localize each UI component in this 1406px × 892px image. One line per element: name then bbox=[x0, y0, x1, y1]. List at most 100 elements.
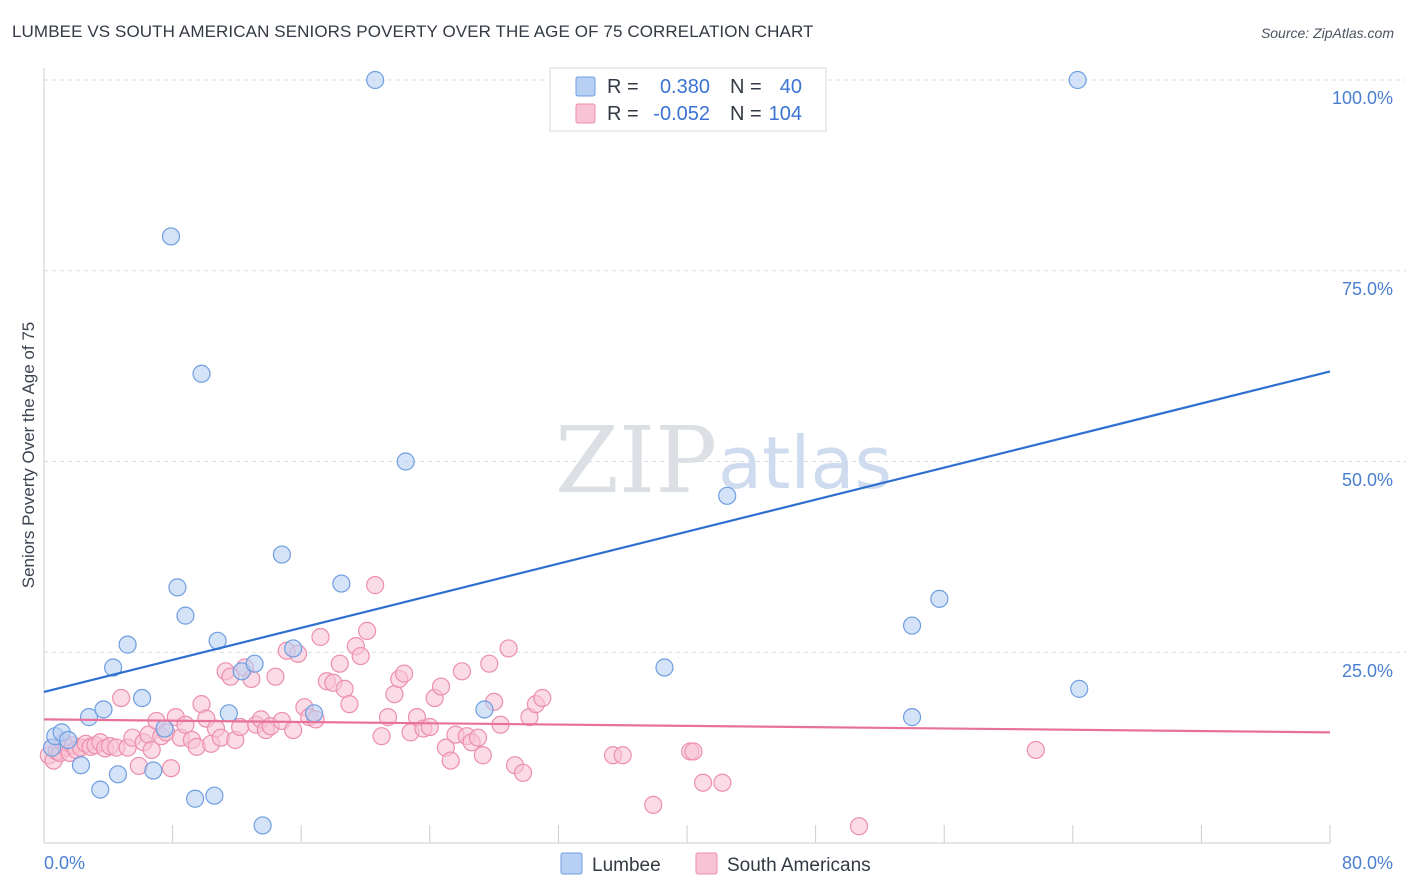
lumbee-point-39 bbox=[1070, 679, 1089, 698]
y-axis-label: Seniors Poverty Over the Age of 75 bbox=[19, 322, 38, 588]
south-americans-point-67 bbox=[372, 727, 391, 746]
lumbee-point-25 bbox=[272, 545, 292, 564]
lumbee-point-3 bbox=[59, 730, 78, 750]
lumbee-point-4 bbox=[71, 756, 91, 775]
lumbee-point-19 bbox=[205, 786, 224, 805]
south-americans-point-81 bbox=[452, 662, 472, 681]
south-americans-point-100 bbox=[693, 773, 713, 792]
south-americans-point-65 bbox=[358, 621, 377, 640]
legend-n-label-lumbee: N = bbox=[730, 76, 762, 98]
lumbee-point-23 bbox=[245, 654, 264, 673]
legend-n-value-south: 104 bbox=[769, 103, 802, 125]
south-americans-point-66 bbox=[366, 576, 385, 595]
south-americans-point-68 bbox=[378, 708, 398, 727]
lumbee-point-36 bbox=[902, 708, 922, 727]
lumbee-point-38 bbox=[1068, 70, 1087, 90]
lumbee-point-13 bbox=[155, 719, 174, 738]
watermark: ZIP atlas bbox=[555, 407, 892, 514]
legend-swatch-lumbee bbox=[575, 76, 596, 97]
lumbee-point-9 bbox=[108, 765, 128, 784]
y-tick-label-50: 50.0% bbox=[1342, 470, 1393, 490]
bottom-legend: Lumbee South Americans bbox=[560, 852, 871, 876]
south-americans-point-18 bbox=[112, 688, 131, 708]
south-americans-point-86 bbox=[480, 654, 499, 673]
trend-line-south-americans bbox=[43, 718, 1331, 734]
south-americans-point-28 bbox=[161, 759, 181, 778]
lumbee-point-17 bbox=[186, 789, 205, 808]
trend-line-lumbee bbox=[43, 370, 1331, 693]
x-tick-label-min: 0.0% bbox=[44, 853, 85, 873]
bottom-legend-swatch-south-americans bbox=[695, 852, 718, 875]
south-americans-point-49 bbox=[266, 667, 285, 686]
legend: R = 0.380 N = 40 R = -0.052 N = 104 bbox=[549, 67, 827, 132]
south-americans-point-79 bbox=[441, 751, 460, 770]
lumbee-point-35 bbox=[902, 616, 922, 635]
x-tick-label-max: 80.0% bbox=[1342, 853, 1393, 873]
south-americans-point-103 bbox=[1026, 740, 1045, 760]
south-americans-point-84 bbox=[468, 728, 488, 747]
south-americans-point-99 bbox=[684, 742, 703, 761]
south-americans-point-61 bbox=[335, 679, 354, 698]
lumbee-point-14 bbox=[161, 227, 181, 246]
legend-r-value-lumbee: 0.380 bbox=[660, 76, 710, 98]
south-americans-point-89 bbox=[499, 639, 518, 658]
lumbee-point-15 bbox=[168, 578, 187, 597]
chart-title: LUMBEE VS SOUTH AMERICAN SENIORS POVERTY… bbox=[12, 22, 814, 41]
lumbee-point-6 bbox=[91, 780, 110, 799]
lumbee-point-29 bbox=[366, 70, 385, 90]
legend-n-label-south: N = bbox=[730, 103, 762, 125]
south-americans-point-101 bbox=[713, 773, 732, 792]
lumbee-point-37 bbox=[930, 589, 949, 608]
trend-lines bbox=[43, 370, 1331, 734]
y-tick-label-75: 75.0% bbox=[1342, 279, 1393, 299]
south-americans-point-97 bbox=[644, 795, 663, 814]
south-americans-point-77 bbox=[431, 677, 451, 696]
lumbee-point-7 bbox=[94, 700, 113, 719]
lumbee-point-5 bbox=[79, 708, 99, 727]
south-americans-point-96 bbox=[613, 746, 632, 765]
south-americans-point-60 bbox=[330, 654, 349, 673]
legend-swatch-south-americans bbox=[575, 103, 596, 124]
lumbee-point-26 bbox=[284, 639, 303, 658]
lumbee-point-21 bbox=[219, 704, 238, 723]
bottom-legend-label-lumbee: Lumbee bbox=[592, 855, 661, 876]
lumbee-point-34 bbox=[718, 486, 737, 505]
bottom-legend-label-south-americans: South Americans bbox=[727, 855, 871, 876]
lumbee-point-31 bbox=[475, 700, 494, 719]
x-axis-ticks bbox=[172, 825, 1331, 843]
lumbee-point-24 bbox=[253, 816, 272, 835]
chart-source: Source: ZipAtlas.com bbox=[1260, 25, 1394, 41]
watermark-atlas: atlas bbox=[718, 421, 892, 505]
lumbee-point-18 bbox=[192, 364, 211, 383]
lumbee-point-11 bbox=[132, 688, 152, 708]
gridlines bbox=[44, 79, 1406, 653]
south-americans-point-71 bbox=[394, 664, 414, 683]
legend-box bbox=[549, 67, 827, 132]
series-lumbee bbox=[42, 70, 1089, 835]
lumbee-point-33 bbox=[655, 658, 674, 677]
south-americans-point-69 bbox=[385, 685, 404, 704]
y-tick-label-100: 100.0% bbox=[1332, 88, 1393, 108]
lumbee-point-27 bbox=[304, 704, 324, 723]
legend-r-label-lumbee: R = bbox=[607, 76, 639, 98]
legend-r-label-south: R = bbox=[607, 103, 639, 125]
lumbee-point-10 bbox=[118, 635, 137, 654]
south-americans-point-94 bbox=[533, 688, 552, 708]
legend-n-value-lumbee: 40 bbox=[780, 76, 802, 98]
lumbee-point-8 bbox=[104, 658, 123, 677]
south-americans-point-85 bbox=[473, 746, 492, 765]
lumbee-point-12 bbox=[144, 761, 163, 780]
lumbee-point-16 bbox=[176, 606, 195, 625]
south-americans-point-91 bbox=[513, 763, 533, 782]
watermark-zip: ZIP bbox=[555, 407, 717, 514]
south-americans-point-62 bbox=[340, 695, 359, 714]
y-tick-label-25: 25.0% bbox=[1342, 661, 1393, 681]
south-americans-point-52 bbox=[284, 720, 303, 740]
bottom-legend-swatch-lumbee bbox=[560, 852, 583, 875]
legend-r-value-south: -0.052 bbox=[653, 103, 710, 125]
south-americans-point-57 bbox=[311, 627, 330, 647]
south-americans-point-64 bbox=[351, 646, 370, 666]
lumbee-point-28 bbox=[332, 574, 351, 593]
lumbee-point-30 bbox=[396, 452, 415, 471]
south-americans-point-75 bbox=[420, 717, 439, 737]
